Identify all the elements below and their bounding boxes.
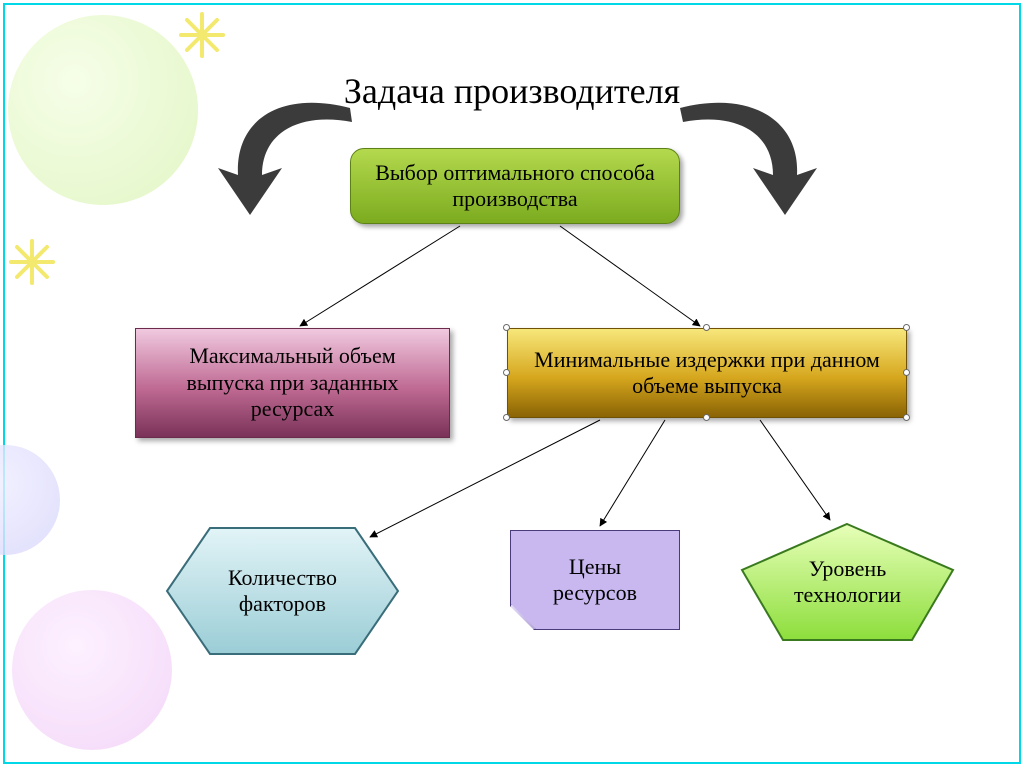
node-resource-prices-label: Цены ресурсов bbox=[553, 554, 637, 607]
selection-handle[interactable] bbox=[903, 369, 910, 376]
node-resource-prices: Цены ресурсов bbox=[510, 530, 680, 630]
decor-sunburst bbox=[5, 235, 60, 290]
selection-handle[interactable] bbox=[503, 414, 510, 421]
node-center: Выбор оптимального способа производства bbox=[350, 148, 680, 224]
selection-handle[interactable] bbox=[903, 324, 910, 331]
selection-handle[interactable] bbox=[503, 324, 510, 331]
decor-sunburst bbox=[175, 8, 230, 63]
node-center-label: Выбор оптимального способа производства bbox=[363, 160, 667, 213]
node-tech-level: Уровень технологии bbox=[740, 522, 955, 642]
node-min-cost-label: Минимальные издержки при данном объеме в… bbox=[520, 347, 894, 400]
selection-handle[interactable] bbox=[503, 369, 510, 376]
diagram-title: Задача производителя bbox=[0, 70, 1024, 112]
node-min-cost[interactable]: Минимальные издержки при данном объеме в… bbox=[507, 328, 907, 418]
node-factor-quantity-label: Количество факторов bbox=[228, 565, 337, 618]
node-factor-quantity: Количество факторов bbox=[165, 526, 400, 656]
selection-handle[interactable] bbox=[903, 414, 910, 421]
selection-handle[interactable] bbox=[703, 414, 710, 421]
node-max-output: Максимальный объем выпуска при заданных … bbox=[135, 328, 450, 438]
node-tech-level-label: Уровень технологии bbox=[794, 556, 901, 609]
decor-bubble bbox=[12, 590, 172, 750]
selection-handle[interactable] bbox=[703, 324, 710, 331]
node-max-output-label: Максимальный объем выпуска при заданных … bbox=[186, 343, 398, 422]
